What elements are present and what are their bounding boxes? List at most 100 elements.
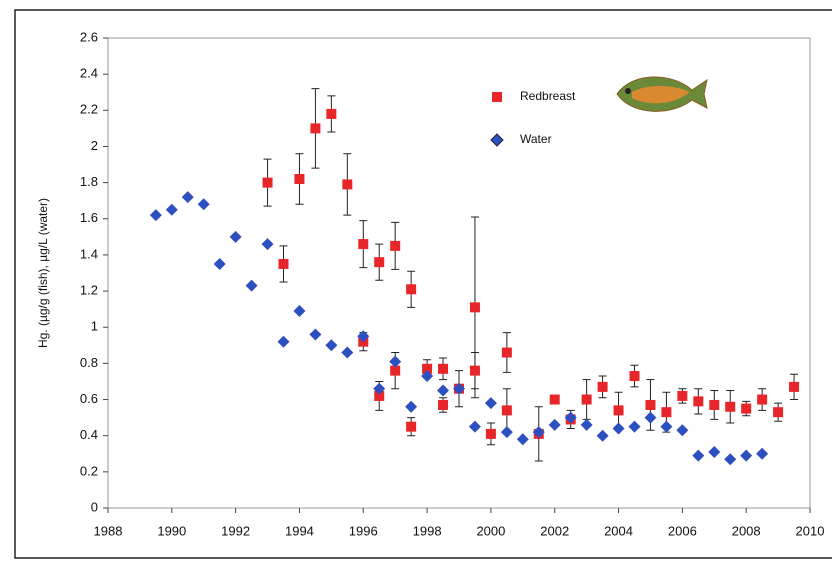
data-point [612, 422, 625, 435]
data-point [293, 304, 306, 317]
data-point [326, 108, 337, 119]
legend-label: Water [520, 132, 552, 146]
y-axis-label: Hg. (µg/g (fish), µg/L (water) [36, 198, 50, 348]
y-tick-label: 1.2 [80, 283, 98, 298]
data-point [485, 428, 496, 439]
data-point [677, 390, 688, 401]
data-point [613, 405, 624, 416]
data-point [406, 284, 417, 295]
data-point [549, 394, 560, 405]
data-point [709, 399, 720, 410]
data-point [390, 365, 401, 376]
x-tick-label: 2008 [732, 523, 761, 538]
data-point [773, 407, 784, 418]
data-point [309, 328, 322, 341]
y-tick-label: 2 [91, 138, 98, 153]
data-point [358, 239, 369, 250]
data-point [581, 394, 592, 405]
data-point [645, 399, 656, 410]
x-tick-label: 2004 [604, 523, 633, 538]
data-point [501, 405, 512, 416]
data-point [278, 258, 289, 269]
data-point [789, 381, 800, 392]
x-tick-label: 1992 [221, 523, 250, 538]
data-point [165, 203, 178, 216]
data-point [325, 339, 338, 352]
legend-marker [490, 133, 504, 147]
data-point [644, 411, 657, 424]
y-tick-label: 0 [91, 499, 98, 514]
y-tick-label: 1.6 [80, 210, 98, 225]
data-point [438, 399, 449, 410]
data-point [213, 257, 226, 270]
y-tick-label: 2.2 [80, 102, 98, 117]
data-point [438, 363, 449, 374]
data-point [469, 302, 480, 313]
data-point [245, 279, 258, 292]
data-point [516, 433, 529, 446]
data-point [660, 420, 673, 433]
data-point [708, 445, 721, 458]
data-point [757, 394, 768, 405]
data-point [468, 420, 481, 433]
y-tick-label: 0.4 [80, 427, 98, 442]
x-tick-label: 1994 [285, 523, 314, 538]
y-tick-label: 0.6 [80, 391, 98, 406]
data-point [149, 209, 162, 222]
y-tick-label: 1.4 [80, 246, 98, 261]
data-point [740, 449, 753, 462]
data-point [532, 426, 545, 439]
data-point [484, 397, 497, 410]
x-tick-label: 1998 [413, 523, 442, 538]
data-point [693, 396, 704, 407]
data-point [724, 453, 737, 466]
data-point [469, 365, 480, 376]
legend-label: Redbreast [520, 89, 576, 103]
data-point [597, 381, 608, 392]
data-point [181, 191, 194, 204]
data-point [229, 230, 242, 243]
data-point [453, 382, 465, 395]
data-point [756, 447, 769, 460]
y-tick-label: 1 [91, 319, 98, 334]
data-point [373, 382, 386, 395]
data-point [725, 401, 736, 412]
y-tick-label: 2.6 [80, 29, 98, 44]
data-point [421, 370, 434, 383]
y-tick-label: 0.8 [80, 355, 98, 370]
x-tick-label: 2002 [540, 523, 569, 538]
plot-area [107, 37, 811, 509]
legend-marker [492, 92, 502, 102]
data-point [341, 346, 354, 359]
x-tick-label: 1988 [94, 523, 123, 538]
data-point [580, 418, 593, 431]
data-point [500, 426, 513, 439]
data-point [741, 403, 752, 414]
y-tick-label: 0.2 [80, 463, 98, 478]
data-point [261, 238, 274, 251]
data-point [389, 355, 402, 368]
data-point [405, 400, 418, 413]
data-point [422, 363, 433, 374]
data-point [437, 384, 450, 397]
y-tick-label: 1.8 [80, 174, 98, 189]
data-point [629, 371, 640, 382]
data-point [501, 347, 512, 358]
data-point [564, 411, 577, 424]
data-point [197, 198, 210, 211]
data-point [294, 174, 305, 184]
data-point [374, 257, 385, 268]
x-tick-label: 2006 [668, 523, 697, 538]
data-point [342, 179, 353, 190]
data-point [548, 418, 561, 431]
data-point [277, 335, 290, 348]
x-tick-label: 2010 [796, 523, 825, 538]
data-point [676, 424, 689, 437]
data-point [357, 330, 370, 343]
data-point [374, 390, 385, 401]
x-tick-label: 1990 [157, 523, 186, 538]
data-point [596, 429, 609, 442]
data-point [692, 449, 705, 462]
data-point [628, 420, 641, 433]
